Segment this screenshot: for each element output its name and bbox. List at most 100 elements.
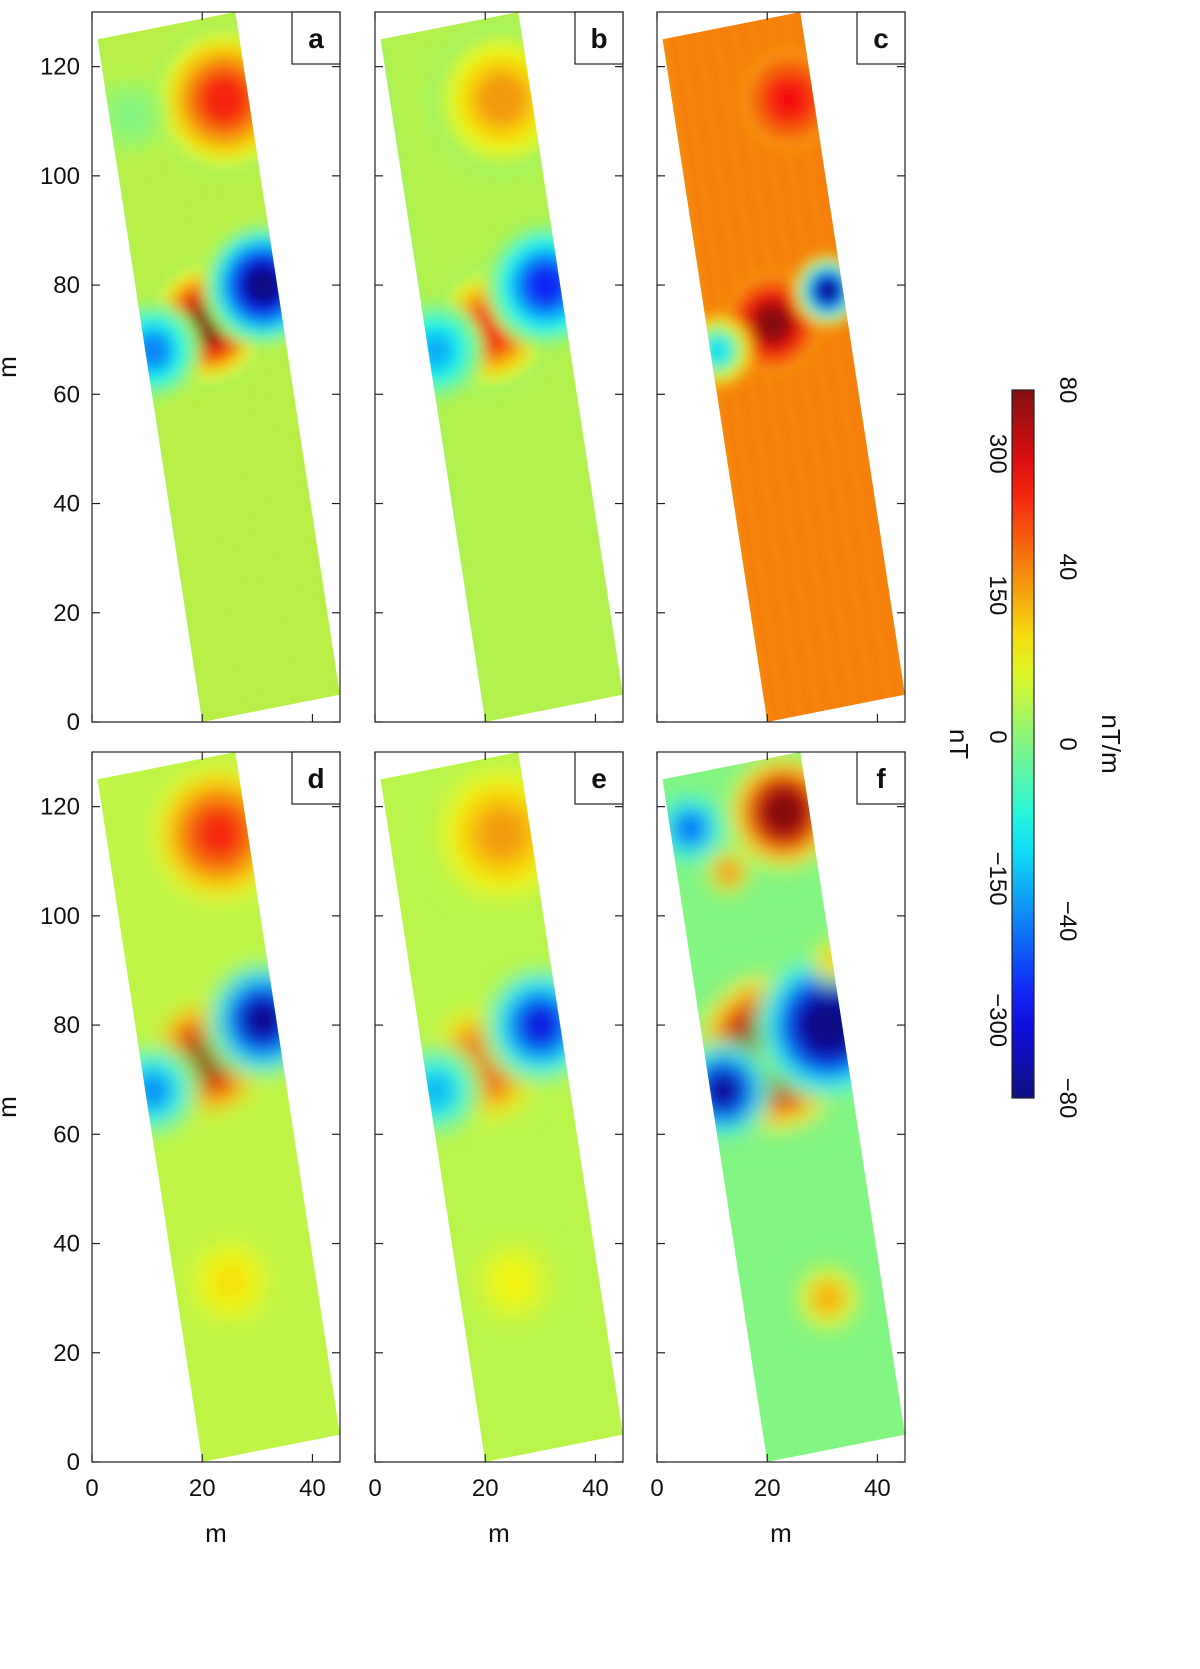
x-tick-label: 0 — [368, 1475, 381, 1502]
anomaly — [764, 791, 804, 833]
x-tick-label: 20 — [189, 1475, 216, 1502]
colorbar-label-nT: nT — [944, 729, 974, 759]
heatmap-field — [380, 752, 623, 1462]
x-tick-label: 0 — [85, 1475, 98, 1502]
y-tick-label: 80 — [53, 272, 80, 299]
y-tick-label: 20 — [53, 1340, 80, 1367]
survey-line — [507, 12, 623, 722]
anomaly — [420, 1074, 452, 1107]
axes-frame — [656, 11, 906, 723]
panel-letter: d — [307, 763, 324, 794]
axes-frame — [374, 751, 624, 1463]
y-tick-label: 60 — [53, 381, 80, 408]
anomaly — [706, 338, 730, 363]
anomaly — [201, 75, 248, 124]
x-tick-label: 40 — [864, 1475, 891, 1502]
axes-frame — [91, 11, 341, 723]
axes-frame — [91, 751, 341, 1463]
anomaly — [214, 1265, 246, 1298]
colorbar-label-nTm: nT/m — [1096, 714, 1126, 773]
colorbar-tick-nTm: −40 — [1054, 901, 1081, 942]
anomaly — [478, 809, 525, 859]
y-tick-label: 0 — [67, 709, 80, 736]
y-axis-label: m — [0, 356, 22, 378]
x-tick-label: 20 — [754, 1475, 781, 1502]
x-axis-label: m — [488, 1518, 510, 1548]
x-tick-label: 40 — [582, 1475, 609, 1502]
panel-letter: b — [590, 23, 607, 54]
anomaly — [757, 307, 789, 340]
anomaly — [119, 103, 143, 128]
survey-line — [753, 12, 872, 722]
anomaly — [243, 264, 283, 306]
y-tick-label: 40 — [53, 1231, 80, 1258]
panel-e: 0 20 40 m e — [368, 751, 624, 1548]
anomaly — [773, 83, 805, 116]
colorbar-tick-nTm: −80 — [1054, 1078, 1081, 1119]
colorbar-tick-nT: −300 — [984, 993, 1011, 1047]
anomaly — [816, 278, 840, 303]
anomaly — [816, 1286, 840, 1311]
anomaly — [521, 1004, 560, 1046]
x-axis-label: m — [205, 1518, 227, 1548]
x-tick-label: 40 — [299, 1475, 326, 1502]
panel-letter: e — [591, 763, 607, 794]
colorbar-tick-nTm: 40 — [1054, 554, 1081, 581]
colorbar-tick-nT: 0 — [984, 730, 1011, 743]
y-tick-label: 100 — [40, 163, 80, 190]
panels: 0 20 40 60 80 100 120 m a b c 0 20 40 60 80 100 120 0 20 40 m… — [0, 11, 906, 1548]
x-axis-label: m — [770, 1518, 792, 1548]
y-tick-label: 40 — [53, 491, 80, 518]
panel-letter-box — [291, 751, 341, 805]
panel-f: 0 20 40 m f — [650, 751, 906, 1548]
heatmap-field — [97, 752, 340, 1462]
axes-frame — [656, 751, 906, 1463]
y-tick-label: 80 — [53, 1012, 80, 1039]
heatmap-field — [662, 752, 905, 1462]
anomaly — [478, 75, 525, 124]
survey-line — [735, 12, 854, 722]
panel-letter-box — [574, 11, 624, 65]
panel-letter: f — [876, 763, 886, 794]
survey-line — [206, 12, 325, 722]
anomaly — [420, 334, 452, 367]
anomaly — [720, 864, 737, 881]
survey-line — [224, 12, 340, 722]
anomaly — [678, 816, 702, 841]
survey-line — [880, 12, 905, 722]
anomaly — [195, 809, 242, 859]
survey-line — [898, 12, 905, 722]
panel-letter-box — [574, 751, 624, 805]
anomaly — [243, 999, 283, 1040]
x-tick-label: 0 — [650, 1475, 663, 1502]
y-tick-label: 120 — [40, 54, 80, 81]
colorbar-tick-nTm: 0 — [1054, 737, 1081, 750]
anomaly — [137, 334, 169, 367]
panel-letter: a — [308, 23, 324, 54]
panel-c: c — [656, 11, 906, 723]
y-tick-label: 0 — [67, 1449, 80, 1476]
panel-letter-box — [856, 11, 906, 65]
survey-line — [771, 12, 890, 722]
y-tick-label: 60 — [53, 1121, 80, 1148]
colorbar-gradient — [1011, 389, 1035, 1099]
anomaly — [707, 1074, 739, 1107]
y-tick-label: 100 — [40, 903, 80, 930]
survey-line — [489, 12, 608, 722]
y-tick-label: 20 — [53, 600, 80, 627]
panel-letter-box — [856, 751, 906, 805]
anomaly — [137, 1074, 169, 1107]
x-tick-label: 20 — [472, 1475, 499, 1502]
colorbar-tick-nTm: 80 — [1054, 377, 1081, 404]
y-axis-label: m — [0, 1096, 22, 1118]
panel-a: 0 20 40 60 80 100 120 m a — [0, 11, 341, 736]
panel-d: 0 20 40 60 80 100 120 0 20 40 m m d — [0, 751, 341, 1548]
panel-letter-box — [291, 11, 341, 65]
heatmap-field — [662, 12, 905, 722]
colorbar-tick-nT: 150 — [984, 575, 1011, 615]
anomaly — [804, 1000, 851, 1050]
survey-line — [789, 12, 905, 722]
anomaly — [825, 951, 842, 968]
colorbar-tick-nT: −150 — [984, 851, 1011, 905]
